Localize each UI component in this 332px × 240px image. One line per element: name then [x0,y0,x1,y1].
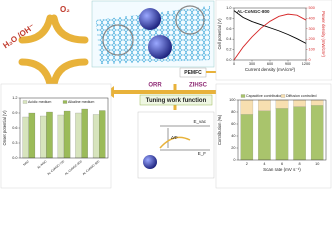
o2-label: O₂ [60,5,70,14]
bar [99,110,106,159]
panel [215,0,332,81]
bar-segment [310,99,324,106]
bar [81,108,88,159]
x-axis-label: Current density (mA/cm²) [245,67,296,72]
bar-segment [310,105,324,161]
bar [92,114,100,159]
y2-tick-label: 300 [309,27,315,31]
y2-tick-label: 500 [309,6,315,10]
graphene-illustration [91,0,215,68]
x-tick-label: 1200 [302,62,310,66]
y-tick-label: 0.6 [12,126,17,130]
arrow [50,14,89,44]
x-tick-label: 10 [315,162,319,166]
bar-segment [293,106,306,161]
legend-label: Alkaline medium [68,100,94,104]
bar [63,110,71,159]
y-tick-label: 100 [229,98,235,102]
legend-swatch [22,100,28,104]
bar [75,112,82,159]
bar [46,111,53,159]
ef-label: E_F [198,151,207,156]
y-tick-label: 0.6 [226,27,231,31]
panel [0,83,112,189]
series-line [233,10,307,44]
x-tick-label: NGC [22,159,30,167]
y-tick-label: 60 [231,122,235,126]
bar-segment [275,108,289,161]
plot-frame [233,7,307,61]
bar-segment [258,99,271,111]
bar-segment [258,110,271,161]
y-tick-label: 0.0 [226,58,231,62]
y2-tick-label: 400 [309,16,315,20]
legend-swatch [280,94,286,98]
y2-tick-label: 0 [309,58,311,62]
bar-segment [240,114,254,161]
y-tick-label: 0.3 [12,141,17,145]
bar [40,115,47,159]
x-tick-label: 300 [249,62,255,66]
y-tick-label: 80 [231,110,235,114]
legend-swatch [62,100,68,104]
y-tick-label: 0 [233,158,235,162]
y-axis-label: Contribution (%) [217,114,222,145]
y-tick-label: 0.8 [226,16,231,20]
reaction-arrows [18,14,89,88]
y2-tick-label: 100 [309,48,315,52]
orr-label: ORR [148,83,162,89]
bar-segment [293,99,306,107]
y-tick-label: 0.0 [12,156,17,160]
legend-label: Acidic medium [28,100,51,104]
bar [22,116,29,159]
y-axis-label: Onset potential (V) [2,110,7,146]
figure: O₂ H₂O /OH⁻ PEMFC ORR ZIHSC Tuning work … [0,0,332,189]
bar-segment [240,99,254,115]
x-tick-label: 600 [267,62,273,66]
y-tick-label: 0.2 [226,48,231,52]
y-axis-label: Cell potential (V) [217,18,222,50]
legend-label: Capacitive contribution [246,94,282,98]
page: O₂ H₂O /OH⁻ PEMFC ORR ZIHSC Tuning work … [0,0,332,189]
x-tick-label: 8 [299,162,301,166]
legend-swatch [240,94,246,98]
y-tick-label: 0.4 [226,37,231,41]
legend-label: Diffusion controlled [286,94,317,98]
y-tick-label: 40 [231,134,235,138]
bar [28,112,36,159]
work-function-diagram [137,111,215,179]
zihsc-label: ZIHSC [189,83,208,89]
arrow [18,14,54,44]
y2-tick-label: 200 [309,37,315,41]
bar-segment [275,99,289,109]
y-tick-label: 1.2 [12,96,17,100]
chart-title: AL-CoNGC-800 [237,9,270,14]
y2-axis-label: Power density (mW/cm²) [321,11,326,57]
x-axis-label: Scan rate (mV s⁻¹) [263,167,301,172]
x-tick-label: 6 [281,162,283,166]
x-tick-label: AL-NGC [36,159,48,170]
plot-frame [237,99,327,161]
y-tick-label: 1.0 [226,6,231,10]
tuning-label: Tuning work function [146,98,207,104]
y-tick-label: 20 [231,146,235,150]
x-tick-label: 4 [263,162,265,166]
phi-label: ΔΦ [171,135,178,140]
plot-frame [19,97,109,159]
tuning-box [139,94,213,106]
series-line [233,13,307,61]
x-tick-label: 0 [233,62,235,66]
bar [57,114,65,159]
y-tick-label: 0.9 [12,111,17,115]
x-tick-label: 2 [246,162,248,166]
evac-label: E_vac [193,119,206,124]
arrow [18,58,54,88]
pemfc-label: PEMFC [184,70,202,76]
arrow [50,58,89,88]
x-tick-label: 900 [285,62,291,66]
